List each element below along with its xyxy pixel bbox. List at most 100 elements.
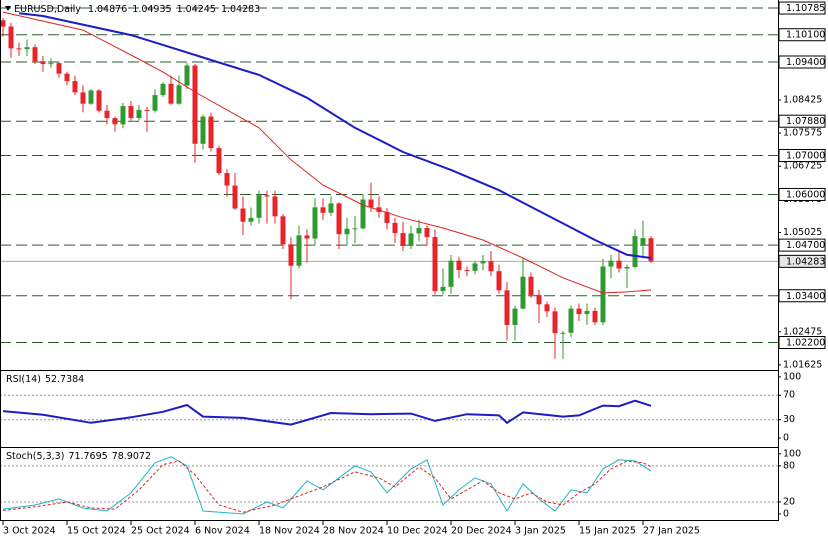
level-label: 1.07000 bbox=[786, 151, 825, 162]
candle-body bbox=[464, 270, 470, 272]
indicator-title: RSI(14) 52.7384 bbox=[6, 374, 84, 385]
x-tick-label: 10 Dec 2024 bbox=[387, 526, 448, 537]
open-readout: 1.04876 bbox=[88, 4, 127, 15]
candle-body bbox=[264, 195, 270, 197]
candle-body bbox=[232, 185, 238, 209]
indicator-panel bbox=[0, 394, 778, 426]
candle-body bbox=[296, 235, 302, 266]
indicator-name: Stoch(5,3,3) bbox=[6, 451, 64, 462]
candle-body bbox=[448, 260, 454, 287]
y-tick-label: 1.01625 bbox=[783, 359, 822, 370]
candle-body bbox=[488, 261, 494, 272]
indicator-line bbox=[2, 456, 652, 515]
current-price-label: 1.04283 bbox=[786, 256, 825, 267]
header-arrow bbox=[5, 6, 11, 11]
symbol: EURUSD,Daily bbox=[14, 4, 81, 15]
level-label: 1.09400 bbox=[786, 57, 825, 68]
x-tick-label: 3 Oct 2024 bbox=[3, 526, 56, 537]
candle-body bbox=[200, 116, 206, 144]
candle-body bbox=[32, 47, 38, 62]
low-readout: 1.04245 bbox=[177, 4, 216, 15]
candle-body bbox=[120, 106, 126, 125]
candle-body bbox=[184, 65, 190, 86]
x-tick-label: 28 Nov 2024 bbox=[323, 526, 384, 537]
candle-body bbox=[632, 236, 638, 267]
y-tick-label: 100 bbox=[783, 371, 801, 382]
x-tick-label: 20 Dec 2024 bbox=[451, 526, 512, 537]
candle-body bbox=[384, 211, 390, 223]
candle-body bbox=[96, 90, 102, 111]
candle-body bbox=[416, 227, 422, 234]
candle-body bbox=[80, 92, 86, 104]
candle-body bbox=[400, 233, 406, 246]
high-readout: 1.04935 bbox=[132, 4, 171, 15]
level-label-box bbox=[778, 336, 826, 350]
candle-body bbox=[560, 332, 566, 334]
candle-body bbox=[576, 308, 582, 315]
level-label-box bbox=[778, 114, 826, 128]
y-tick-label: 0 bbox=[783, 433, 789, 444]
candle-body bbox=[480, 261, 486, 264]
level-label: 1.02200 bbox=[786, 338, 825, 349]
candle-body bbox=[152, 95, 158, 111]
candle-body bbox=[592, 310, 598, 323]
level-label-box bbox=[778, 55, 826, 69]
x-tick-label: 3 Jan 2025 bbox=[515, 526, 566, 537]
candle-body bbox=[408, 233, 414, 246]
candle-body bbox=[256, 195, 262, 218]
candle-body bbox=[352, 228, 358, 230]
candle-body bbox=[280, 216, 286, 245]
level-label: 1.07880 bbox=[786, 116, 825, 127]
candle-body bbox=[192, 65, 198, 144]
candle-body bbox=[16, 48, 22, 50]
y-tick-label: 1.05025 bbox=[783, 227, 822, 238]
candle-body bbox=[304, 235, 310, 239]
candle-body bbox=[504, 290, 510, 325]
x-tick-label: 15 Oct 2024 bbox=[67, 526, 126, 537]
candle-body bbox=[136, 109, 142, 119]
level-label-box bbox=[778, 187, 826, 201]
x-tick-label: 18 Nov 2024 bbox=[259, 526, 320, 537]
current-price-box bbox=[778, 254, 826, 268]
y-tick-label: 1.08425 bbox=[783, 94, 822, 105]
candle-body bbox=[336, 203, 342, 235]
candle-body bbox=[568, 308, 574, 333]
candle-body bbox=[424, 227, 430, 237]
candle-body bbox=[528, 276, 534, 295]
candle-body bbox=[224, 173, 230, 186]
indicator-line bbox=[2, 399, 652, 426]
candle-body bbox=[584, 310, 590, 315]
candle-body bbox=[312, 207, 318, 239]
y-tick-label: 1.06725 bbox=[783, 161, 822, 172]
candle-body bbox=[616, 260, 622, 269]
indicator-name: RSI(14) bbox=[6, 374, 41, 385]
candle-body bbox=[360, 199, 366, 229]
candle-body bbox=[368, 199, 374, 208]
candle-body bbox=[544, 304, 550, 312]
candle-body bbox=[496, 271, 502, 291]
x-tick-label: 15 Jan 2025 bbox=[579, 526, 636, 537]
candle-body bbox=[24, 47, 30, 50]
y-tick-label: 1.02475 bbox=[783, 326, 822, 337]
candle-body bbox=[168, 83, 174, 104]
x-tick-label: 27 Jan 2025 bbox=[643, 526, 700, 537]
candle-body bbox=[432, 236, 438, 292]
candle-body bbox=[640, 238, 646, 246]
candle-body bbox=[216, 148, 222, 174]
level-label: 1.10785 bbox=[786, 3, 825, 14]
candle-body bbox=[88, 90, 94, 104]
level-label-box bbox=[778, 289, 826, 303]
candle-body bbox=[624, 266, 630, 269]
moving-average bbox=[2, 11, 652, 294]
price-panel bbox=[0, 7, 778, 359]
indicator-readout: 78.9072 bbox=[112, 451, 151, 462]
candle-body bbox=[64, 73, 70, 82]
candle-body bbox=[320, 207, 326, 213]
header: EURUSD,Daily 1.04876 1.04935 1.04245 1.0… bbox=[14, 4, 260, 15]
candle-body bbox=[648, 238, 654, 262]
level-label: 1.03400 bbox=[786, 291, 825, 302]
indicator-readout: 52.7384 bbox=[45, 374, 84, 385]
candle-body bbox=[176, 85, 182, 104]
